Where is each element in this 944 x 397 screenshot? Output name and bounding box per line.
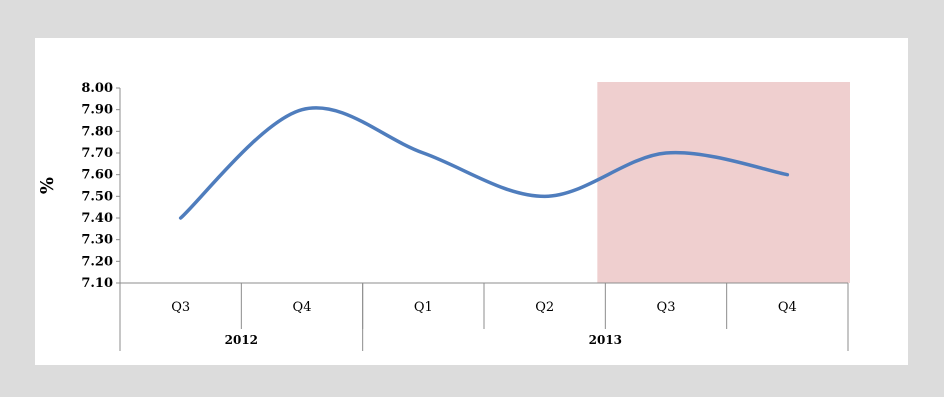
group-label: 2012: [225, 333, 258, 347]
category-label: Q2: [535, 300, 554, 315]
y-axis-label: %: [37, 177, 58, 194]
chart-panel: 8.00 7.90 7.80 7.70 7.60 7.50 7.40 7.30 7.20 7.10…: [35, 38, 908, 365]
category-label: Q1: [414, 300, 433, 315]
category-label: Q4: [778, 300, 797, 315]
y-tick-label: 7.60: [81, 168, 113, 183]
y-tick-label: 7.30: [81, 233, 113, 248]
y-tick-label: 8.00: [81, 81, 113, 96]
group-label: 2013: [589, 333, 622, 347]
category-label: Q3: [171, 300, 190, 315]
category-label: Q3: [657, 300, 676, 315]
series-line: [178, 106, 790, 220]
y-tick-label: 7.90: [81, 103, 113, 118]
y-tick-label: 7.70: [81, 146, 113, 161]
line-chart: 8.00 7.90 7.80 7.70 7.60 7.50 7.40 7.30 7.20 7.10…: [37, 81, 850, 351]
category-label: Q4: [293, 300, 312, 315]
y-tick-label: 7.10: [81, 276, 113, 291]
y-tick-label: 7.50: [81, 189, 113, 204]
y-tick-label: 7.80: [81, 124, 113, 139]
y-tick-label: 7.40: [81, 211, 113, 226]
y-tick-label: 7.20: [81, 254, 113, 269]
highlight-band: [597, 82, 850, 283]
